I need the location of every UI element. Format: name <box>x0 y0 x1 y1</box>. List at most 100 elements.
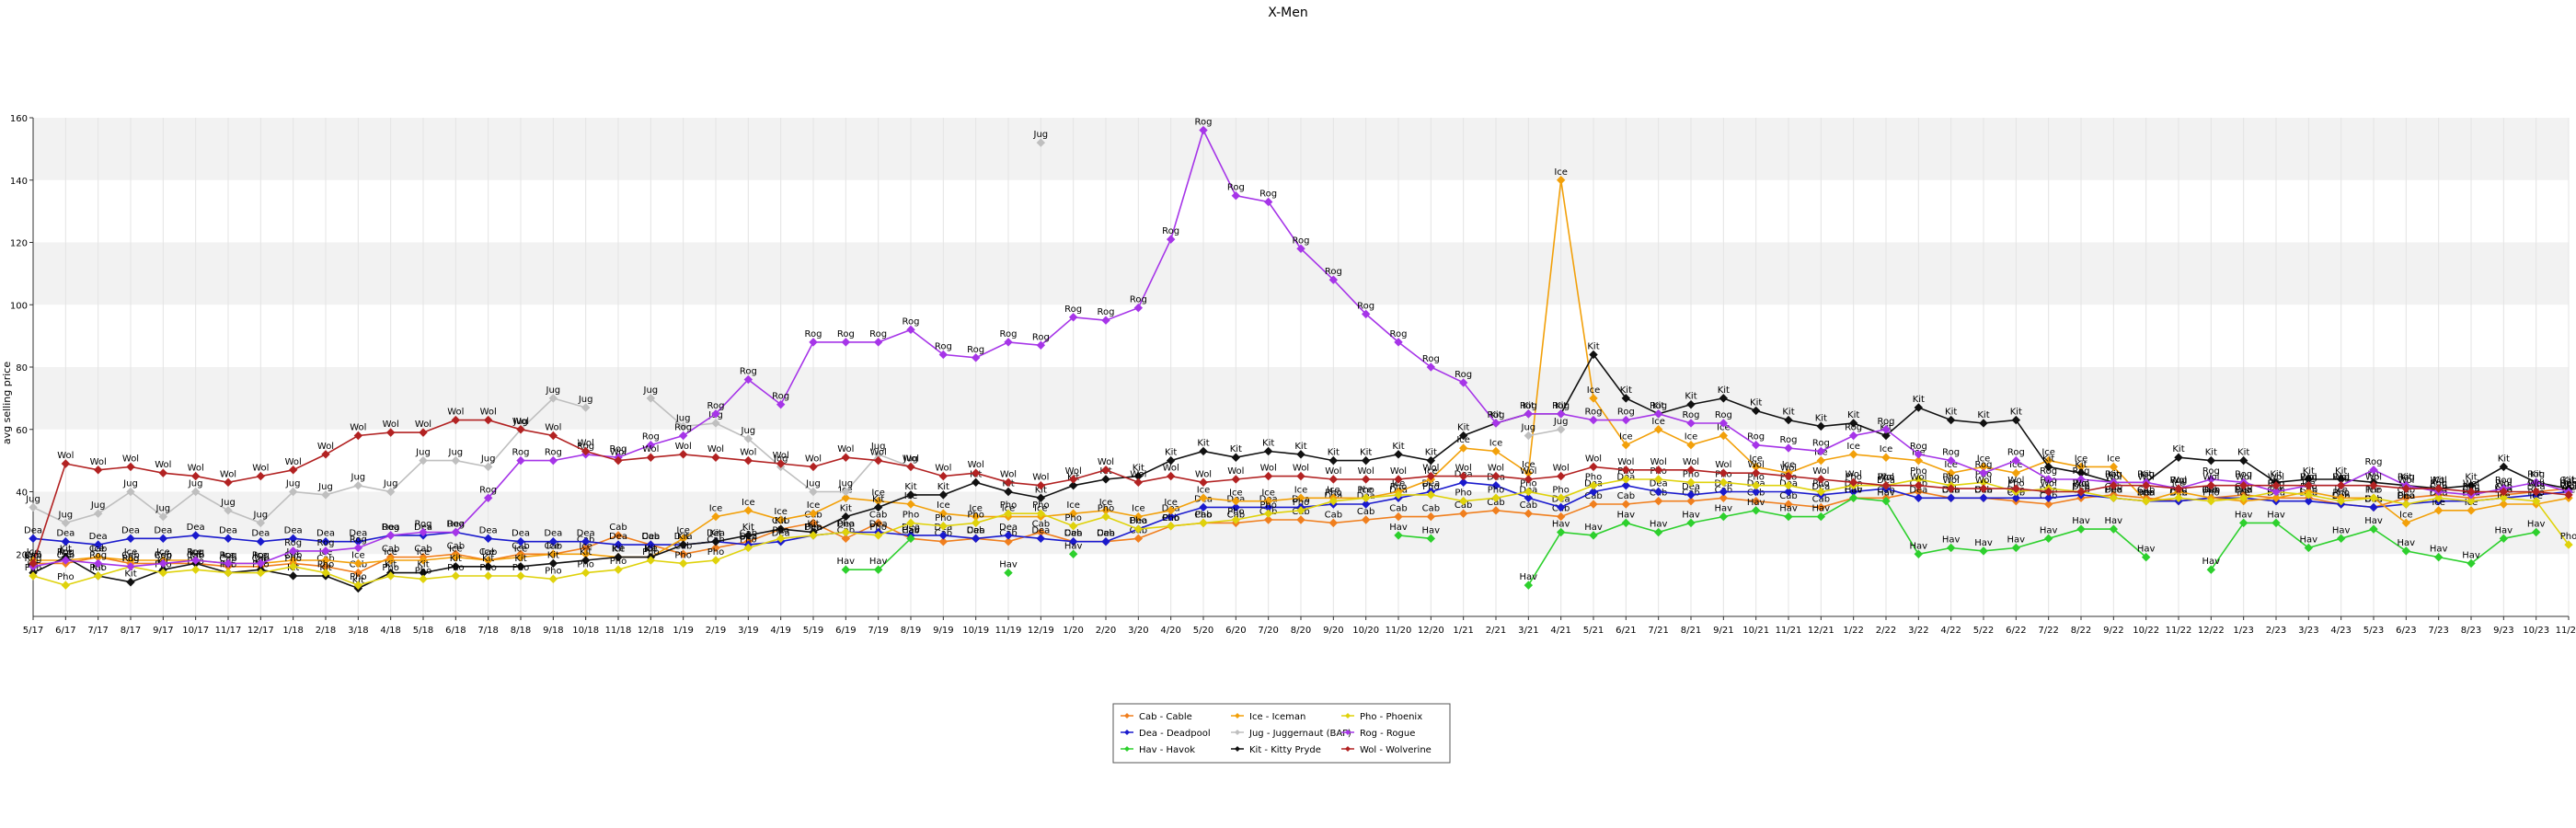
data-label: Ice <box>449 545 463 555</box>
x-tick-label: 11/21 <box>1776 626 1802 636</box>
data-point <box>1166 471 1176 481</box>
data-point <box>776 515 786 524</box>
data-point <box>1556 502 1566 512</box>
data-point <box>1101 316 1110 325</box>
x-tick-label: 11/20 <box>1386 626 1412 636</box>
data-label: Rog <box>57 547 75 558</box>
data-label: Wol <box>1910 473 1926 483</box>
data-point <box>1133 303 1144 313</box>
data-point <box>2174 484 2183 493</box>
data-label: Ice <box>2367 485 2381 495</box>
data-point <box>841 493 851 502</box>
data-label: Kit <box>1685 392 1696 402</box>
data-point <box>2141 481 2151 490</box>
data-label: Ice <box>1782 460 1796 470</box>
data-label: Pho <box>642 547 660 558</box>
data-point <box>1328 455 1339 466</box>
data-point <box>1556 409 1566 419</box>
legend-box <box>1112 703 1451 764</box>
data-point <box>2238 493 2248 502</box>
data-label: Rog <box>1650 401 1667 411</box>
data-point <box>841 534 851 544</box>
data-point <box>1199 493 1208 502</box>
data-point <box>1784 487 1793 497</box>
data-label: Rog <box>1812 438 1830 448</box>
data-point <box>321 546 330 556</box>
data-label: Cab <box>1064 529 1082 539</box>
x-tick-label: 8/22 <box>2071 626 2091 636</box>
data-point <box>2238 455 2248 466</box>
data-point <box>1166 512 1176 522</box>
data-label: Rog <box>577 442 594 452</box>
data-label: Ice <box>189 547 202 558</box>
data-label: Pho <box>967 510 984 520</box>
data-label: Rog <box>1130 295 1147 305</box>
data-point <box>516 455 525 466</box>
data-label: Rog <box>1293 236 1310 246</box>
data-label: Rog <box>220 550 237 560</box>
data-point <box>483 462 493 472</box>
data-point <box>1263 471 1273 481</box>
data-point <box>2531 487 2541 497</box>
data-label: Dea <box>836 520 855 530</box>
data-label: Wol <box>1812 466 1829 477</box>
data-label: Kit <box>1913 395 1925 405</box>
data-label: Kit <box>1328 448 1340 458</box>
data-label: Kit <box>645 545 657 555</box>
data-label: Pho <box>1488 485 1505 495</box>
data-label: Wol <box>252 464 269 474</box>
data-label: Rog <box>1715 410 1732 420</box>
x-tick-label: 8/18 <box>511 626 531 636</box>
data-label: Hav <box>902 525 920 535</box>
x-tick-label: 2/23 <box>2266 626 2286 636</box>
data-label: Kit <box>1718 385 1730 396</box>
data-label: Dea <box>2397 491 2415 501</box>
data-label: Dea <box>1129 516 1147 526</box>
data-point <box>1686 477 1696 488</box>
data-label: Kit <box>2140 469 2152 479</box>
data-label: Dea <box>999 523 1018 533</box>
legend-marker <box>1124 730 1130 735</box>
data-label: Kit <box>1165 448 1177 458</box>
y-tick-label: 160 <box>10 114 28 124</box>
data-point <box>2271 481 2281 490</box>
data-label: Wol <box>773 451 789 461</box>
data-label: Pho <box>1098 504 1115 514</box>
data-label: Cab <box>2202 485 2220 495</box>
data-point <box>1004 477 1013 488</box>
data-point <box>2076 524 2086 534</box>
data-point <box>1621 500 1631 509</box>
data-label: Jug <box>546 385 561 396</box>
data-label: Kit <box>1197 438 1209 448</box>
data-label: Kit <box>1945 408 1957 418</box>
data-point <box>1979 468 1988 477</box>
data-label: Ice <box>2172 479 2186 489</box>
data-label: Dea <box>1097 529 1115 539</box>
data-label: Rog <box>967 345 984 355</box>
legend-label: Kit - Kitty Pryde <box>1249 745 1321 755</box>
x-tick-label: 7/19 <box>868 626 888 636</box>
data-label: Hav <box>2495 525 2513 535</box>
data-label: Rog <box>1162 226 1179 236</box>
data-label: Rog <box>2560 479 2576 489</box>
data-point <box>288 487 298 497</box>
data-point <box>743 455 753 466</box>
data-point <box>1653 466 1663 475</box>
data-label: Wol <box>2007 476 2024 486</box>
data-point <box>29 502 38 512</box>
data-label: Rog <box>25 554 42 564</box>
data-label: Wol <box>1098 457 1114 467</box>
data-point <box>2043 493 2053 502</box>
data-label: Wol <box>2073 479 2089 489</box>
data-point <box>2401 518 2411 528</box>
data-label: Ice <box>254 550 268 560</box>
data-label: Ice <box>481 547 495 558</box>
data-point <box>2043 534 2053 544</box>
x-tick-label: 8/17 <box>121 626 141 636</box>
data-point <box>1361 455 1371 466</box>
x-tick-label: 7/22 <box>2038 626 2058 636</box>
data-point <box>1751 481 1761 490</box>
data-label: Dea <box>707 529 725 539</box>
series-line <box>1528 429 1561 437</box>
data-label: Pho <box>1357 485 1374 495</box>
